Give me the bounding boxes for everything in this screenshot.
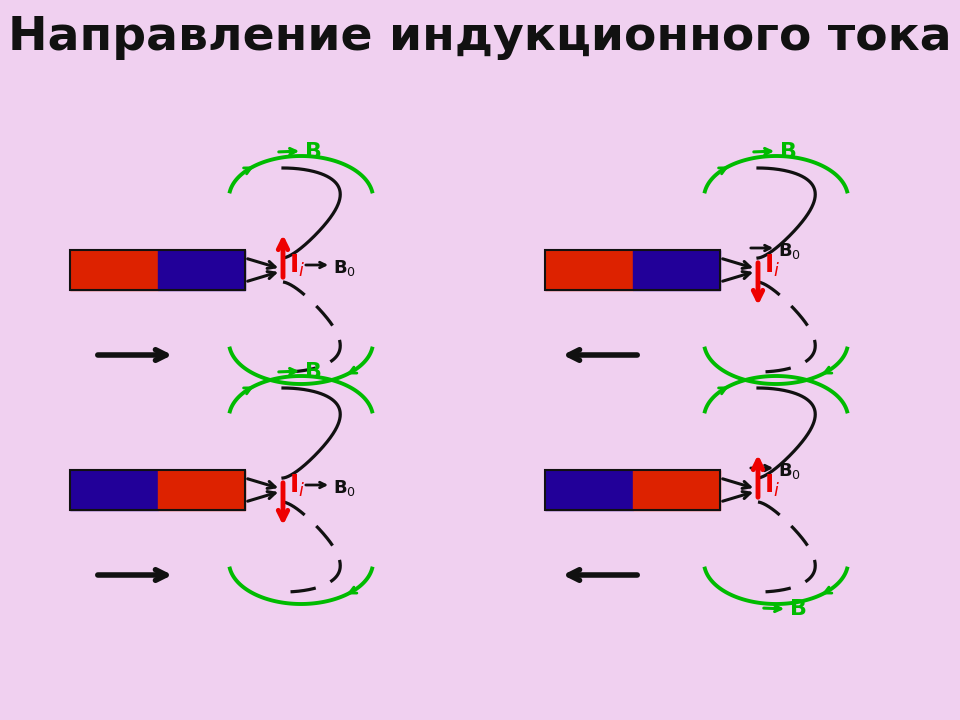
Bar — [545, 250, 633, 290]
Text: $\mathbf{I}_i$: $\mathbf{I}_i$ — [289, 253, 305, 279]
Text: $\mathbf{B}$: $\mathbf{B}$ — [789, 599, 806, 619]
Text: $\mathbf{B}$: $\mathbf{B}$ — [304, 362, 322, 382]
Text: $\mathbf{B}_0$: $\mathbf{B}_0$ — [333, 478, 356, 498]
Text: $\mathbf{B}_0$: $\mathbf{B}_0$ — [333, 258, 356, 278]
Bar — [157, 250, 245, 290]
Bar — [70, 250, 157, 290]
Text: $\mathbf{I}_i$: $\mathbf{I}_i$ — [289, 473, 305, 499]
Bar — [545, 250, 720, 290]
Bar — [633, 250, 720, 290]
Text: $\mathbf{B}_0$: $\mathbf{B}_0$ — [778, 461, 801, 481]
Text: $\mathbf{B}$: $\mathbf{B}$ — [304, 142, 322, 162]
Text: $\mathbf{B}$: $\mathbf{B}$ — [779, 142, 797, 162]
Bar — [70, 470, 157, 510]
Text: $\mathbf{I}_i$: $\mathbf{I}_i$ — [764, 473, 780, 499]
Text: Направление индукционного тока: Направление индукционного тока — [9, 15, 951, 60]
Text: $\mathbf{B}_0$: $\mathbf{B}_0$ — [778, 241, 801, 261]
Bar — [157, 470, 245, 510]
Bar — [70, 470, 245, 510]
Bar — [545, 470, 633, 510]
Bar — [633, 470, 720, 510]
Text: $\mathbf{I}_i$: $\mathbf{I}_i$ — [764, 253, 780, 279]
Bar — [545, 470, 720, 510]
Bar — [70, 250, 245, 290]
